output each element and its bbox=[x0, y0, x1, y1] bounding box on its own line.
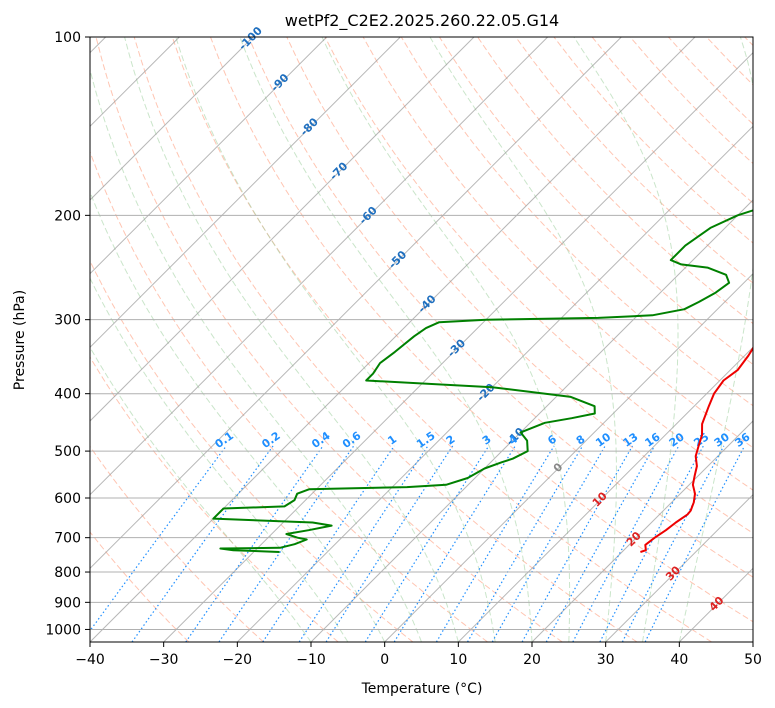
y-tick-label: 200 bbox=[54, 208, 81, 224]
x-axis-label: Temperature (°C) bbox=[361, 681, 483, 697]
mixing-ratio-line bbox=[298, 445, 429, 642]
mixing-ratio-line bbox=[466, 445, 584, 642]
moist-adiabat-line bbox=[678, 37, 753, 642]
isotherm-line bbox=[90, 37, 475, 422]
isotherm-line bbox=[163, 51, 753, 642]
isotherm-line bbox=[90, 37, 549, 496]
y-tick-label: 800 bbox=[54, 565, 81, 581]
y-axis-label: Pressure (hPa) bbox=[12, 290, 28, 390]
pressure-gridlines bbox=[90, 37, 753, 630]
dry-adiabat-line bbox=[438, 37, 753, 366]
chart-title: wetPf2_C2E2.2025.260.22.05.G14 bbox=[285, 11, 559, 31]
x-tick-label: −30 bbox=[149, 652, 179, 668]
mixing-ratio-line bbox=[364, 445, 490, 642]
y-tick-label: 700 bbox=[54, 531, 81, 547]
mixing-ratio-line bbox=[621, 445, 725, 642]
x-tick-label: 40 bbox=[670, 652, 688, 668]
mixing-ratio-line bbox=[185, 445, 324, 642]
y-tick-label: 600 bbox=[54, 491, 81, 507]
y-tick-label: 400 bbox=[54, 387, 81, 403]
isotherm-line bbox=[90, 37, 401, 349]
mixing-ratio-line bbox=[218, 445, 355, 642]
moist-adiabat-line bbox=[175, 37, 496, 642]
dry-adiabat-line bbox=[210, 37, 753, 623]
y-axis-ticks: 100 200 300 400 500 600 700 800 900 1000 bbox=[45, 30, 90, 638]
isotherm-line bbox=[90, 37, 622, 570]
dry-adiabat-line bbox=[90, 445, 264, 642]
dry-adiabat-line bbox=[90, 356, 339, 642]
isotherm-line bbox=[90, 37, 254, 201]
mixing-ratio-line bbox=[545, 445, 656, 642]
dry-adiabat-line bbox=[515, 37, 753, 284]
plot-frame bbox=[89, 36, 754, 643]
dry-adiabat-line bbox=[90, 150, 488, 642]
moist-adiabat-line bbox=[90, 67, 422, 642]
sounding-profiles bbox=[212, 209, 753, 553]
isotherm-line bbox=[605, 493, 753, 642]
dry-adiabat-line bbox=[133, 37, 638, 642]
y-tick-label: 100 bbox=[54, 30, 81, 46]
y-tick-label: 900 bbox=[54, 595, 81, 611]
dry-adiabat-line bbox=[90, 531, 190, 642]
isotherm-line bbox=[90, 37, 696, 642]
moist-adiabat-line bbox=[90, 277, 349, 642]
moist-adiabat-line bbox=[90, 190, 386, 642]
isotherm-line bbox=[457, 346, 753, 642]
x-tick-label: 50 bbox=[744, 652, 762, 668]
x-tick-label: 10 bbox=[449, 652, 467, 668]
y-tick-label: 1000 bbox=[45, 622, 81, 638]
x-tick-label: 30 bbox=[597, 652, 615, 668]
moist-adiabat-line bbox=[573, 37, 679, 642]
isotherm-line bbox=[236, 125, 753, 642]
x-tick-label: −40 bbox=[75, 652, 105, 668]
temperature-profile-line bbox=[640, 346, 753, 553]
moist-adiabat-line bbox=[321, 37, 571, 642]
moist-adiabat-line bbox=[429, 37, 617, 642]
isotherm-line bbox=[531, 420, 753, 642]
dry-adiabat-line bbox=[400, 37, 753, 407]
mixing-ratio-line bbox=[521, 445, 634, 642]
x-tick-label: −20 bbox=[223, 652, 253, 668]
mixing-ratio-line bbox=[325, 445, 454, 642]
mixing-ratio-line bbox=[131, 445, 274, 642]
mixing-ratio-line bbox=[262, 445, 395, 642]
x-tick-label: 0 bbox=[380, 652, 389, 668]
dewpoint-profile-line bbox=[212, 209, 753, 553]
y-tick-label: 300 bbox=[54, 313, 81, 329]
x-tick-label: 20 bbox=[523, 652, 541, 668]
thermodynamic-background-lines bbox=[90, 37, 753, 642]
isotherm-line bbox=[310, 199, 753, 642]
x-axis-ticks: −40 −30 −20 −10 0 10 20 30 40 50 bbox=[75, 642, 762, 668]
mixing-ratio-line bbox=[393, 445, 516, 642]
dry-adiabat-line bbox=[248, 37, 753, 578]
mixing-ratio-line bbox=[644, 445, 746, 642]
x-tick-label: −10 bbox=[296, 652, 326, 668]
moist-adiabat-line bbox=[239, 37, 533, 642]
mixing-ratio-line bbox=[435, 445, 555, 642]
y-tick-label: 500 bbox=[54, 444, 81, 460]
isotherm-line bbox=[90, 37, 328, 275]
isotherm-line bbox=[384, 272, 753, 642]
